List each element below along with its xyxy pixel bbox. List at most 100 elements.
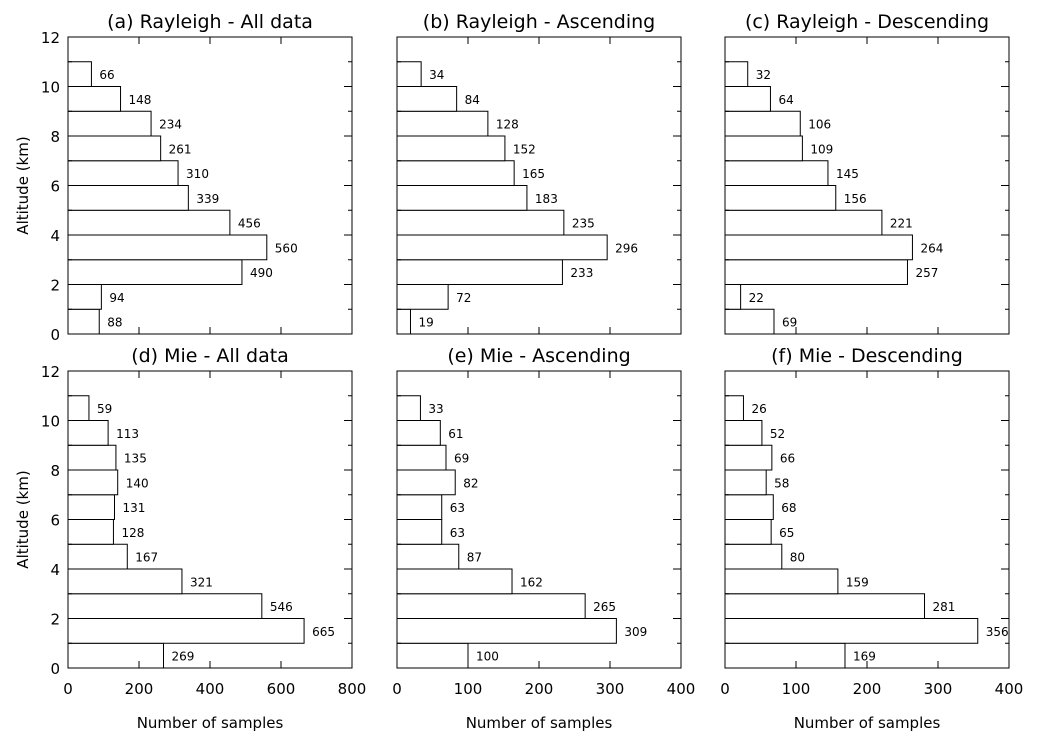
bar bbox=[396, 494, 443, 520]
bar-value-label: 235 bbox=[572, 217, 595, 231]
bar-value-label: 34 bbox=[429, 68, 444, 82]
bar bbox=[67, 284, 102, 310]
bar-value-label: 159 bbox=[846, 575, 869, 589]
bar-value-label: 63 bbox=[450, 501, 465, 515]
bar-value-label: 296 bbox=[615, 241, 638, 255]
bar bbox=[724, 494, 774, 520]
y-tick-label: 8 bbox=[50, 462, 60, 480]
bar bbox=[724, 209, 883, 236]
bar bbox=[724, 642, 846, 669]
y-tick-label: 0 bbox=[50, 326, 60, 344]
bar bbox=[67, 543, 128, 570]
bar-value-label: 22 bbox=[749, 291, 764, 305]
bar bbox=[396, 284, 449, 310]
y-tick-label: 6 bbox=[50, 512, 60, 530]
x-tick-label: 200 bbox=[525, 680, 554, 698]
y-tick-label: 0 bbox=[50, 660, 60, 678]
bar bbox=[67, 420, 109, 446]
y-axis-label: Altitude (km) bbox=[14, 470, 32, 568]
bar-value-label: 490 bbox=[250, 266, 273, 280]
bar-value-label: 152 bbox=[513, 142, 536, 156]
panel-4: (d) Mie - All data2696655463211671281311… bbox=[14, 345, 366, 732]
bar bbox=[396, 308, 411, 335]
bar-value-label: 234 bbox=[159, 118, 182, 132]
panel-title: (a) Rayleigh - All data bbox=[107, 11, 313, 33]
bar bbox=[396, 259, 563, 285]
panel-3: (c) Rayleigh - Descending 69 22 257 264 221 15… bbox=[724, 11, 1010, 335]
bar bbox=[724, 259, 908, 285]
bar-value-label: 156 bbox=[844, 192, 867, 206]
bar-value-label: 265 bbox=[593, 600, 616, 614]
bar-value-label: 560 bbox=[275, 241, 298, 255]
bar-value-label: 100 bbox=[476, 650, 499, 664]
bar bbox=[396, 469, 456, 496]
bar bbox=[724, 185, 837, 211]
bar bbox=[67, 642, 164, 669]
bar bbox=[724, 519, 772, 545]
bar bbox=[67, 395, 90, 421]
bar-value-label: 128 bbox=[496, 118, 519, 132]
y-tick-label: 4 bbox=[50, 561, 60, 579]
y-tick-label: 10 bbox=[41, 79, 60, 97]
bar bbox=[67, 469, 119, 496]
x-tick-label: 400 bbox=[995, 680, 1024, 698]
x-tick-label: 400 bbox=[667, 680, 696, 698]
bar-value-label: 84 bbox=[465, 93, 480, 107]
panel-title: (b) Rayleigh - Ascending bbox=[423, 11, 655, 33]
bar-value-label: 87 bbox=[467, 551, 482, 565]
bar-value-label: 257 bbox=[915, 266, 938, 280]
bar-value-label: 66 bbox=[780, 452, 795, 466]
bar bbox=[396, 444, 447, 471]
x-axis-label: Number of samples bbox=[466, 714, 613, 732]
bar-value-label: 264 bbox=[920, 241, 943, 255]
y-tick-label: 2 bbox=[50, 277, 60, 295]
bar-value-label: 88 bbox=[107, 316, 122, 330]
panel-title: (f) Mie - Descending bbox=[771, 345, 963, 367]
x-tick-label: 100 bbox=[782, 680, 811, 698]
bar-value-label: 72 bbox=[456, 291, 471, 305]
x-axis-label: Number of samples bbox=[137, 714, 284, 732]
x-tick-label: 300 bbox=[924, 680, 953, 698]
bar bbox=[396, 185, 528, 211]
bar bbox=[67, 61, 92, 87]
bar bbox=[724, 308, 775, 335]
bar bbox=[724, 284, 742, 310]
bar bbox=[724, 444, 773, 471]
bar bbox=[396, 61, 422, 87]
x-tick-label: 600 bbox=[267, 680, 296, 698]
y-tick-label: 4 bbox=[50, 227, 60, 245]
bar bbox=[724, 469, 767, 496]
bar-value-label: 61 bbox=[448, 427, 463, 441]
bar bbox=[396, 160, 515, 186]
bar-value-label: 80 bbox=[790, 551, 805, 565]
bar bbox=[396, 420, 441, 446]
bar bbox=[67, 568, 183, 595]
y-tick-label: 8 bbox=[50, 128, 60, 146]
bar-value-label: 233 bbox=[570, 266, 593, 280]
x-tick-label: 800 bbox=[338, 680, 367, 698]
bar bbox=[67, 185, 189, 211]
bar-value-label: 309 bbox=[624, 625, 647, 639]
bar-value-label: 135 bbox=[124, 452, 147, 466]
bar-value-label: 52 bbox=[770, 427, 785, 441]
y-tick-label: 12 bbox=[41, 29, 60, 47]
bar-value-label: 456 bbox=[238, 217, 261, 231]
x-tick-label: 0 bbox=[720, 680, 730, 698]
bar bbox=[67, 209, 231, 236]
bar-value-label: 167 bbox=[135, 551, 158, 565]
bar bbox=[396, 568, 513, 595]
bar-value-label: 63 bbox=[450, 526, 465, 540]
bar bbox=[724, 160, 829, 186]
bar-value-label: 162 bbox=[520, 575, 543, 589]
bar bbox=[67, 308, 100, 335]
bar bbox=[396, 642, 469, 669]
bar bbox=[724, 618, 979, 644]
bar bbox=[396, 234, 608, 261]
bar bbox=[396, 543, 460, 570]
bar-value-label: 59 bbox=[97, 402, 112, 416]
x-tick-label: 200 bbox=[853, 680, 882, 698]
bar-value-label: 321 bbox=[190, 575, 213, 589]
bar bbox=[724, 593, 926, 619]
bar bbox=[67, 494, 116, 520]
